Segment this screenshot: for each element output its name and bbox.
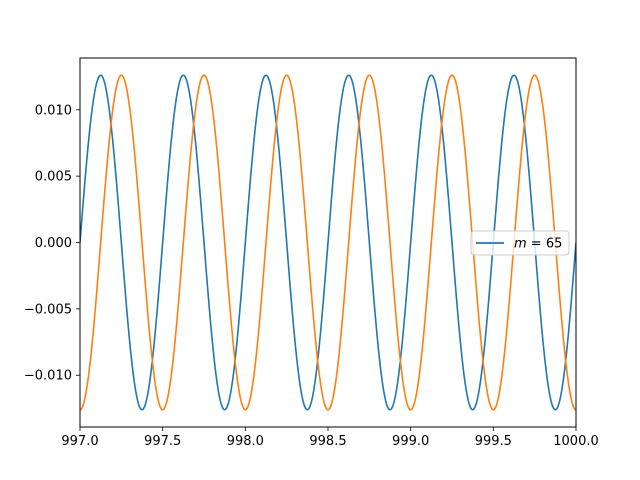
y-tick-label: −0.005	[24, 302, 72, 317]
x-axis-ticks: 997.0 997.5 998.0 998.5 999.0 999.5 1000.0	[61, 427, 599, 449]
x-tick-label: 998.5	[309, 434, 346, 449]
legend-label-value: = 65	[527, 237, 563, 252]
x-tick-label: 999.5	[475, 434, 512, 449]
y-tick-label: 0.005	[35, 170, 72, 185]
x-tick-label: 1000.0	[553, 434, 599, 449]
y-tick-label: 0.010	[35, 103, 72, 118]
x-tick-label: 997.5	[144, 434, 181, 449]
legend: m = 65	[470, 230, 570, 256]
legend-label-variable: m	[514, 237, 527, 252]
x-tick-label: 997.0	[61, 434, 98, 449]
legend-box	[470, 230, 570, 256]
y-tick-label: 0.000	[35, 236, 72, 251]
y-axis-ticks: 0.010 0.005 0.000 −0.005 −0.010	[24, 103, 80, 384]
x-tick-label: 998.0	[227, 434, 264, 449]
series-line-2	[80, 74, 576, 411]
y-tick-label: −0.010	[24, 369, 72, 384]
x-tick-label: 999.0	[392, 434, 429, 449]
legend-label-m-65: m = 65	[514, 237, 562, 252]
